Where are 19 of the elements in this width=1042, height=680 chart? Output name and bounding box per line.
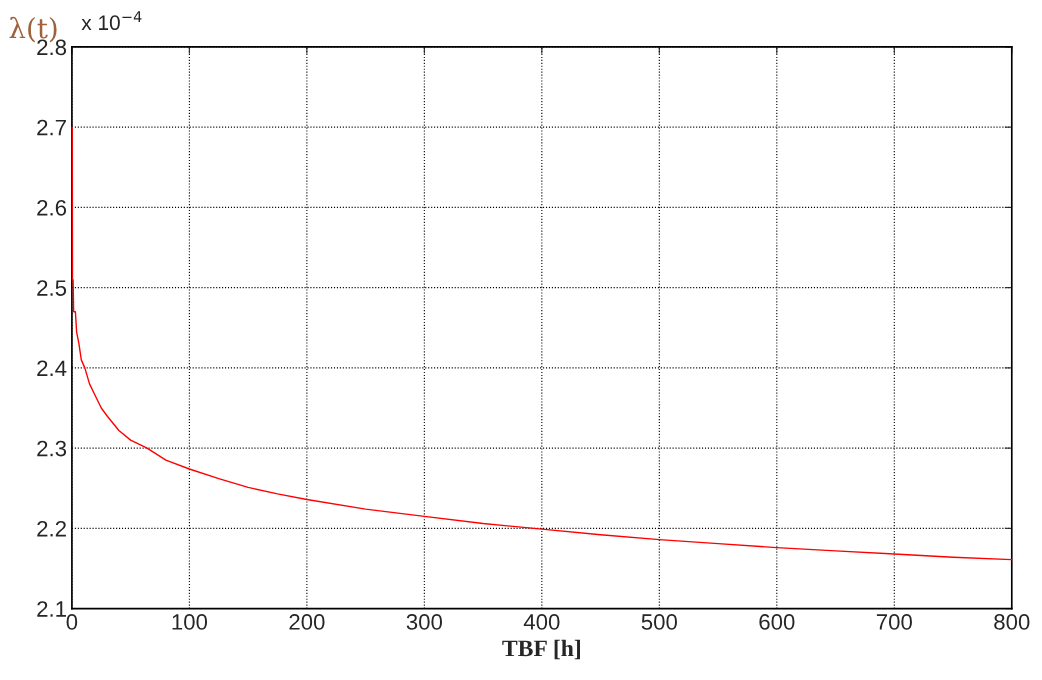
y-tick-label: 2.6 xyxy=(37,199,67,216)
line-series xyxy=(71,126,1013,561)
y-tick-label: 2.3 xyxy=(37,440,67,457)
x-tick-label: 400 xyxy=(523,614,560,630)
y-tick-label: 2.1 xyxy=(37,601,66,617)
y-tick-label: 2.7 xyxy=(37,119,66,136)
text: x 10$^{−4}$ xyxy=(81,11,142,31)
x-tick-label: 700 xyxy=(876,614,912,630)
x-tick-label: 300 xyxy=(406,614,443,630)
x-tick-label: 500 xyxy=(641,614,677,630)
y-tick-label: 2.5 xyxy=(37,280,67,296)
x-tick-label: 800 xyxy=(994,614,1030,630)
y-tick-label: 2.4 xyxy=(37,360,67,376)
x-tick-label: 0 xyxy=(66,614,78,630)
y-tick-label: 2.2 xyxy=(37,520,66,537)
x-tick-label: 200 xyxy=(289,614,325,630)
x-axis-title: TBF [h] xyxy=(502,639,580,660)
x-tick-label: 100 xyxy=(172,614,208,630)
x-tick-label: 600 xyxy=(759,614,795,630)
